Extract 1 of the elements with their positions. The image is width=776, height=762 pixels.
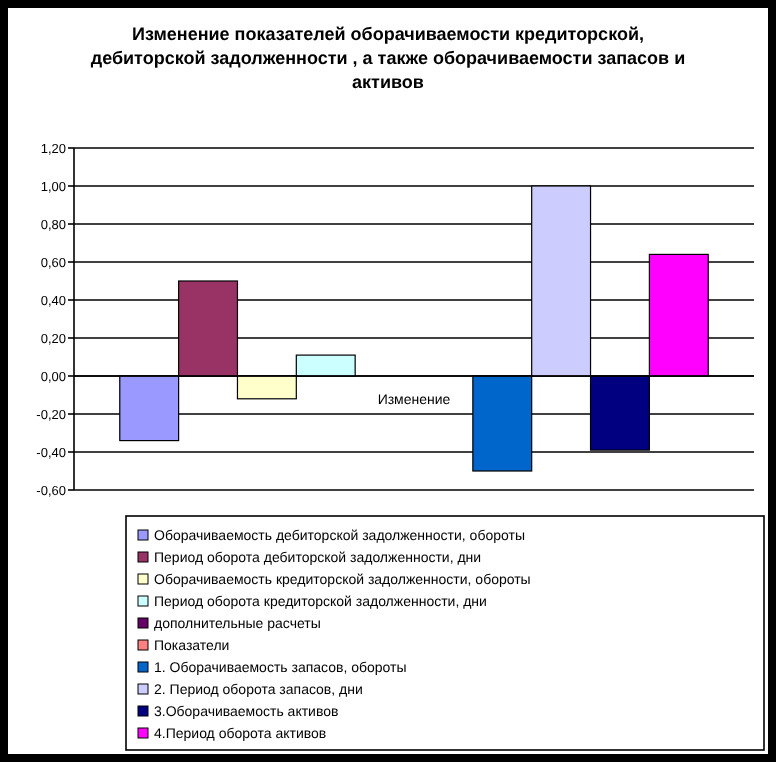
chart-title: Изменение показателей оборачиваемости кредиторской, дебиторской задолженности , а также оборачиваемости запасов и активов	[90, 24, 686, 92]
